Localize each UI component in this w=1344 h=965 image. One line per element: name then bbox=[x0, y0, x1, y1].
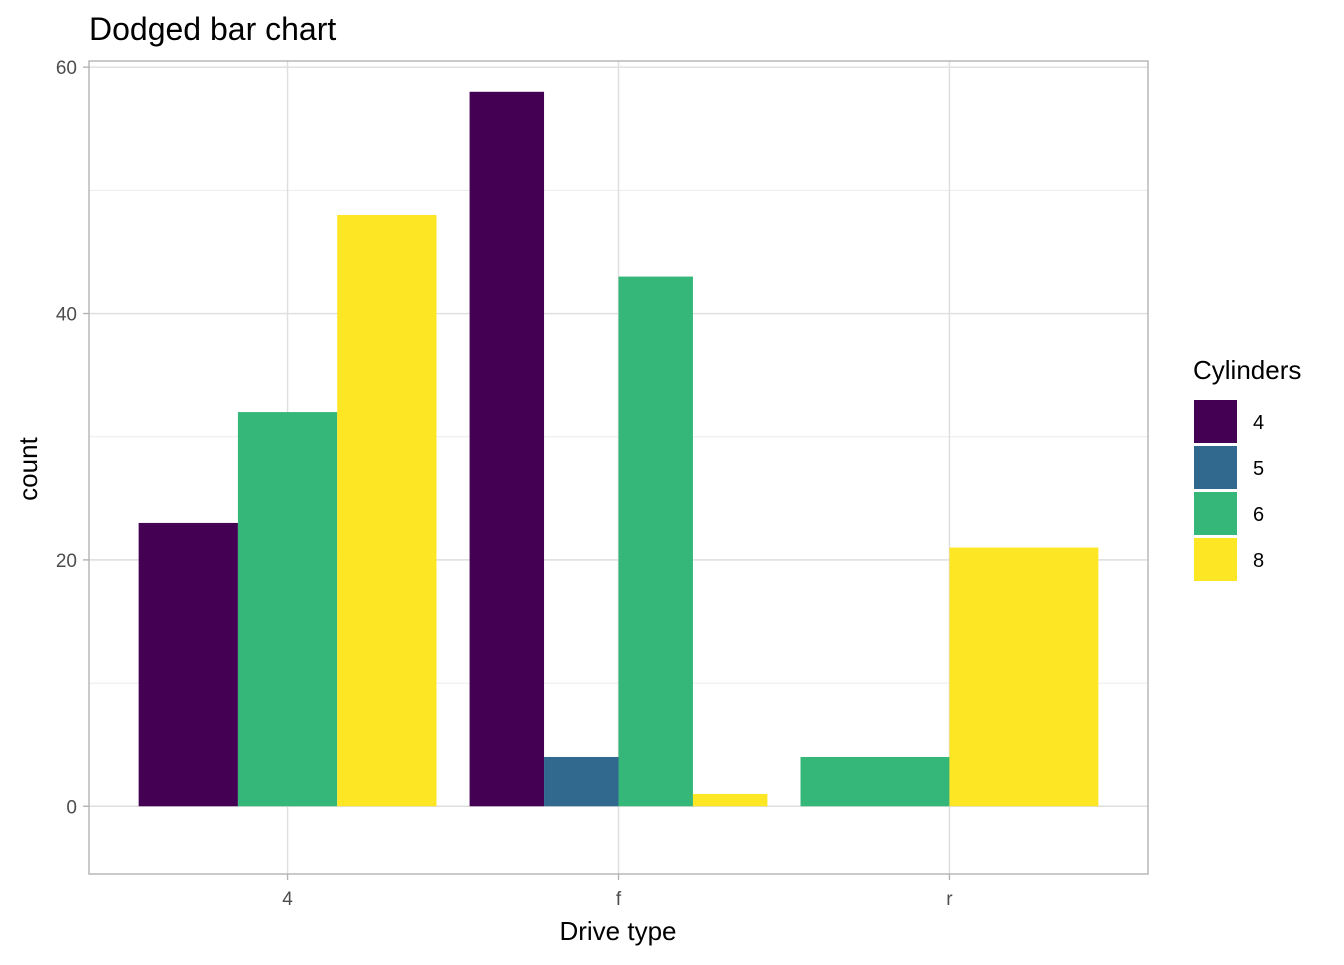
bar-f-cyl-8 bbox=[692, 793, 768, 807]
bar-f-cyl-6 bbox=[618, 276, 693, 807]
legend-key-8 bbox=[1194, 538, 1237, 581]
x-tick-label: r bbox=[946, 889, 953, 910]
legend-label-5: 5 bbox=[1253, 458, 1264, 480]
legend: Cylinders 4 5 6 8 bbox=[1193, 355, 1301, 581]
x-axis-label: Drive type bbox=[559, 916, 676, 946]
y-axis-label: count bbox=[13, 436, 43, 500]
bar-r-cyl-8 bbox=[949, 547, 1099, 807]
x-tick-label: f bbox=[616, 889, 622, 910]
bar-f-cyl-5 bbox=[544, 756, 619, 807]
chart-title: Dodged bar chart bbox=[89, 11, 336, 47]
legend-label-6: 6 bbox=[1253, 504, 1264, 526]
y-tick-label: 60 bbox=[56, 58, 77, 79]
bar-4-cyl-6 bbox=[237, 412, 338, 807]
legend-key-4 bbox=[1194, 400, 1237, 443]
x-tick-label: 4 bbox=[282, 889, 293, 910]
bar-4-cyl-8 bbox=[337, 214, 437, 807]
legend-key-6 bbox=[1194, 492, 1237, 535]
bar-r-cyl-6 bbox=[800, 756, 950, 807]
y-tick-label: 0 bbox=[66, 797, 77, 818]
bar-f-cyl-4 bbox=[469, 91, 545, 807]
legend-label-8: 8 bbox=[1253, 550, 1264, 572]
y-tick-label: 20 bbox=[56, 551, 77, 572]
legend-key-5 bbox=[1194, 446, 1237, 489]
y-tick-label: 40 bbox=[56, 305, 77, 326]
legend-title: Cylinders bbox=[1193, 355, 1301, 385]
legend-label-4: 4 bbox=[1253, 412, 1264, 434]
bar-4-cyl-4 bbox=[138, 522, 238, 807]
